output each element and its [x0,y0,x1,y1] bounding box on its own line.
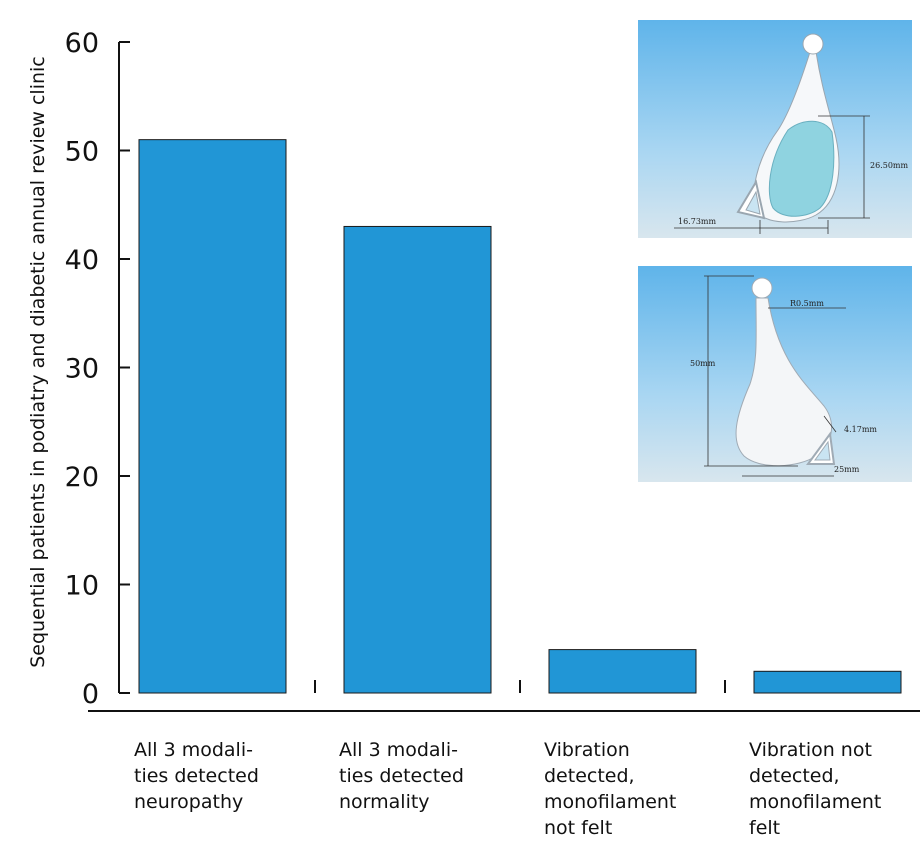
y-axis-label: Sequential patients in podiatry and diab… [27,56,49,668]
y-tick-label: 40 [65,245,99,276]
x-category-label: Vibration not detected, monofilament felt [749,739,881,839]
device-drawing-top: 26.50mm 16.73mm [638,20,912,238]
y-tick-label: 50 [65,137,99,168]
x-category-label-line: felt [749,817,780,839]
dim-radius-label: R0.5mm [790,299,824,308]
x-category-label-line: Vibration not [749,739,872,761]
y-tick-label: 30 [65,354,99,385]
x-category-label-line: Vibration [544,739,630,761]
x-category-label-line: monofilament [544,791,676,813]
device-drawing-bottom: R0.5mm 50mm 4.17mm 25mm [638,266,912,482]
x-category-label-line: All 3 modali- [134,739,253,761]
device-shape [736,33,840,223]
x-category-label-line: detected, [544,765,635,787]
y-tick-label: 60 [65,28,99,59]
x-category-label: Vibration detected, monofilament not felt [544,739,676,839]
bar [548,649,697,694]
dimension-lines [704,275,846,477]
x-category-label-line: detected, [749,765,840,787]
y-tick-label: 0 [82,679,99,710]
x-category-label-line: neuropathy [134,791,243,813]
dimension-lines [674,115,870,234]
x-category-label-line: ties detected [134,765,259,787]
bar [138,139,287,694]
dim-width-label: 16.73mm [678,217,716,226]
x-labels-group: All 3 modali-ties detected neuropathyAll … [134,739,881,839]
x-separators-group [314,680,726,693]
x-category-label: All 3 modali-ties detected neuropathy [134,739,259,813]
x-category-label-line: ties detected [339,765,464,787]
x-category-label-line: monofilament [749,791,881,813]
dim-base-label: 25mm [834,465,860,474]
y-tick-label: 20 [65,462,99,493]
x-category-label: All 3 modali-ties detected normality [339,739,464,813]
dim-thickness-label: 4.17mm [844,425,877,434]
y-tick-label: 10 [65,571,99,602]
y-ticks-group: 0 10 20 30 40 50 60 [65,28,130,710]
bar [753,670,902,694]
bars-group [138,139,902,694]
bar [343,225,492,694]
x-category-label-line: normality [339,791,430,813]
dim-height-label: 26.50mm [870,161,908,170]
dim-length-label: 50mm [690,359,716,368]
device-shape [735,277,836,467]
x-category-label-line: not felt [544,817,612,839]
x-category-label-line: All 3 modali- [339,739,458,761]
